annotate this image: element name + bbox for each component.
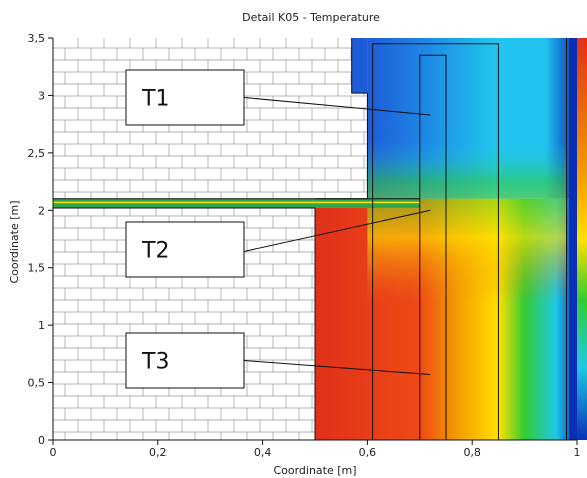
y-tick-label: 0,5 <box>28 377 46 390</box>
callout-box-t2 <box>125 221 245 278</box>
x-tick-label: 0,4 <box>254 446 272 459</box>
callout-t2: T2 <box>125 209 431 278</box>
y-axis-label: Coordinate [m] <box>8 200 21 283</box>
callout-box-t1 <box>125 69 245 126</box>
slab-strip-core <box>53 201 420 204</box>
callout-label-t1: T1 <box>141 87 169 112</box>
y-tick-label: 1 <box>38 319 45 332</box>
callout-leader-t2 <box>243 209 431 252</box>
temperature-field-outer-edge <box>569 38 577 440</box>
colorbar <box>577 38 587 440</box>
outline-lower-masonry <box>53 207 316 440</box>
y-tick-label: 3,5 <box>28 32 46 45</box>
callout-t1: T1 <box>125 69 431 126</box>
callout-label-t3: T3 <box>141 350 169 375</box>
y-tick-label: 0 <box>38 434 45 447</box>
x-axis-label: Coordinate [m] <box>273 464 356 477</box>
x-tick-label: 1 <box>574 446 581 459</box>
slab-strip <box>53 198 420 208</box>
axes: 0 0,2 0,4 0,6 0,8 1 0 0,5 1 1,5 2 2,5 3 3,5 <box>28 32 581 459</box>
corner-notch <box>351 38 368 94</box>
callout-leader-t1 <box>243 97 431 116</box>
x-tick-label: 0,6 <box>359 446 377 459</box>
structure-overlay <box>53 38 568 441</box>
chart-title: Detail K05 - Temperature <box>242 11 380 24</box>
y-tick-label: 2 <box>38 204 45 217</box>
callout-t3: T3 <box>125 332 431 389</box>
temperature-field-transition <box>367 141 567 303</box>
callout-box-t3 <box>125 332 245 389</box>
x-tick-label: 0,8 <box>463 446 481 459</box>
y-tick-label: 2,5 <box>28 147 46 160</box>
y-tick-label: 3 <box>38 89 45 102</box>
x-tick-label: 0 <box>50 446 57 459</box>
outline-upper-masonry <box>53 38 368 200</box>
callout-leader-t3 <box>243 360 431 376</box>
y-tick-label: 1,5 <box>28 262 46 275</box>
callouts: T1 T2 T3 <box>125 69 431 389</box>
callout-label-t2: T2 <box>141 239 169 264</box>
x-tick-label: 0,2 <box>149 446 167 459</box>
